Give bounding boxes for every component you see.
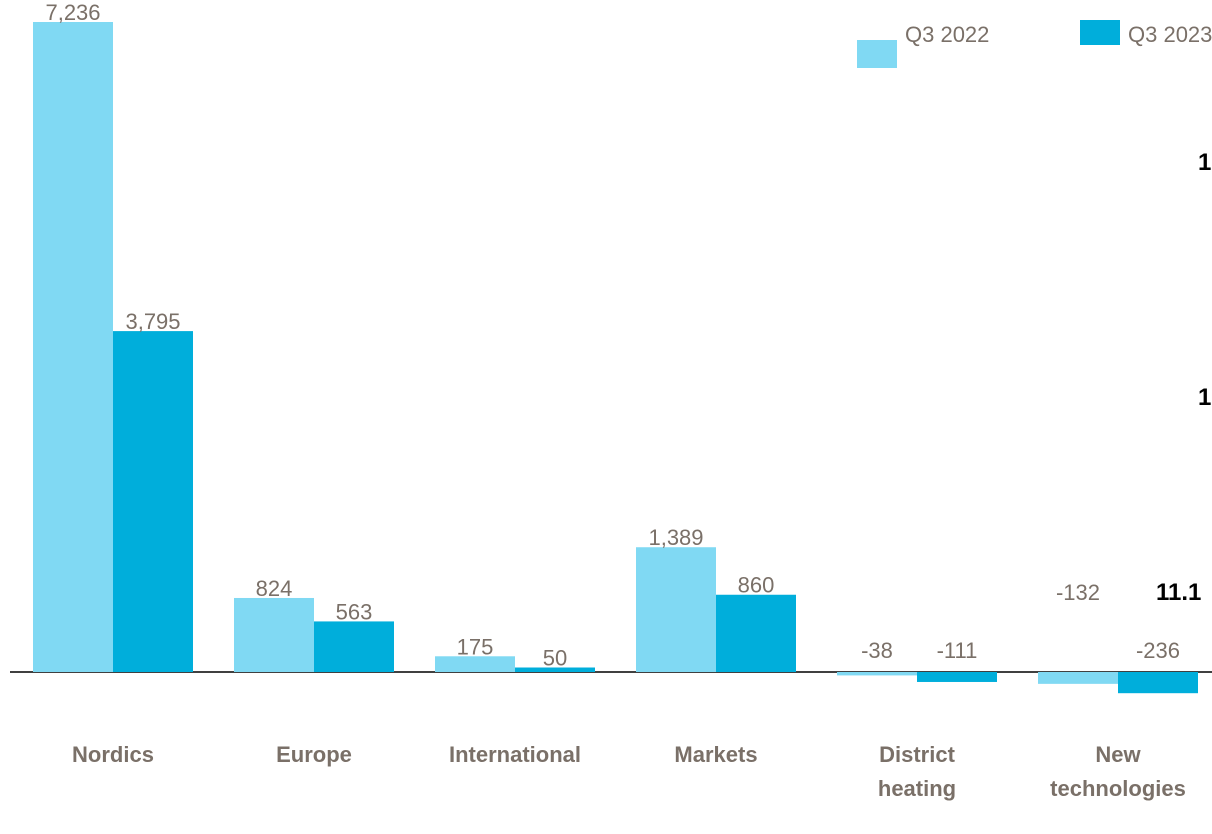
- bar: [435, 656, 515, 672]
- bar: [636, 547, 716, 672]
- value-label: -132: [1056, 580, 1100, 605]
- legend-swatch: [857, 40, 897, 68]
- value-label: 7,236: [45, 0, 100, 25]
- bar: [1038, 672, 1118, 684]
- x-tick-label: District heating: [877, 742, 957, 801]
- x-tick-label: Markets: [674, 742, 758, 767]
- bar: [515, 667, 595, 672]
- legend-swatch: [1080, 20, 1120, 45]
- x-tick-label: Nordics: [72, 742, 154, 767]
- value-label: -111: [937, 638, 978, 663]
- legend-label: Q3 2023: [1128, 22, 1212, 47]
- annotation: 11.1: [1156, 579, 1201, 606]
- value-label: 860: [738, 573, 775, 598]
- value-label: 1,389: [648, 525, 703, 550]
- bar: [917, 672, 997, 682]
- value-label: 3,795: [125, 309, 180, 334]
- value-label: -236: [1136, 638, 1180, 663]
- bar: [837, 672, 917, 676]
- bar: [113, 331, 193, 672]
- bar: [314, 621, 394, 672]
- value-label: 824: [256, 576, 293, 601]
- bar: [1118, 672, 1198, 694]
- value-label: 563: [336, 599, 373, 624]
- bar: [234, 597, 314, 672]
- value-label: 175: [457, 634, 494, 659]
- x-tick-label: Europe: [276, 742, 352, 767]
- legend-label: Q3 2022: [905, 22, 989, 47]
- x-tick-label: New technologies: [1050, 742, 1186, 801]
- annotation: 1: [1198, 149, 1211, 176]
- bar: [716, 594, 796, 672]
- value-label: -38: [861, 638, 893, 663]
- x-tick-label: International: [448, 742, 581, 767]
- value-label: 50: [543, 646, 567, 671]
- bar: [33, 22, 113, 672]
- annotation: 1: [1198, 384, 1211, 411]
